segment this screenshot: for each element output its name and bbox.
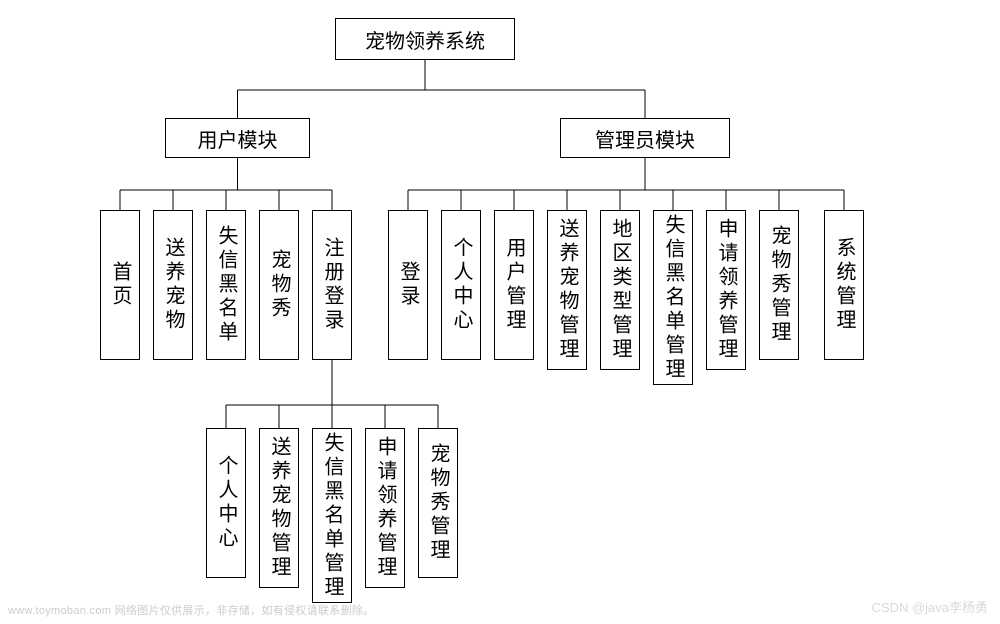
node-s5: 宠物秀管理 xyxy=(418,428,458,578)
node-label-a1: 登录 xyxy=(397,261,419,309)
node-admin: 管理员模块 xyxy=(560,118,730,158)
watermark-right: CSDN @java李杨勇 xyxy=(872,597,989,616)
node-a2: 个人中心 xyxy=(441,210,481,360)
node-u4: 宠物秀 xyxy=(259,210,299,360)
node-u1: 首页 xyxy=(100,210,140,360)
node-label-u1: 首页 xyxy=(109,261,131,309)
node-label-a5: 地区类型管理 xyxy=(609,218,631,362)
node-user: 用户模块 xyxy=(165,118,310,158)
node-label-u5: 注册登录 xyxy=(321,237,343,333)
node-u3: 失信黑名单 xyxy=(206,210,246,360)
node-label-a4: 送养宠物管理 xyxy=(556,218,578,362)
node-u5: 注册登录 xyxy=(312,210,352,360)
node-label-s4: 申请领养管理 xyxy=(374,436,396,580)
node-a1: 登录 xyxy=(388,210,428,360)
node-label-a8: 宠物秀管理 xyxy=(768,225,790,345)
node-a9: 系统管理 xyxy=(824,210,864,360)
node-label-u2: 送养宠物 xyxy=(162,237,184,333)
node-label-s5: 宠物秀管理 xyxy=(427,443,449,563)
node-a6: 失信黑名单管理 xyxy=(653,210,693,385)
node-a3: 用户管理 xyxy=(494,210,534,360)
node-label-root: 宠物领养系统 xyxy=(365,25,485,54)
node-s2: 送养宠物管理 xyxy=(259,428,299,588)
node-a4: 送养宠物管理 xyxy=(547,210,587,370)
node-s1: 个人中心 xyxy=(206,428,246,578)
node-label-a7: 申请领养管理 xyxy=(715,218,737,362)
node-root: 宠物领养系统 xyxy=(335,18,515,60)
watermark-left: www.toymoban.com 网络图片仅供展示，非存储，如有侵权请联系删除。 xyxy=(8,602,374,618)
node-u2: 送养宠物 xyxy=(153,210,193,360)
node-label-a6: 失信黑名单管理 xyxy=(662,214,684,382)
node-label-s3: 失信黑名单管理 xyxy=(321,432,343,600)
node-label-a2: 个人中心 xyxy=(450,237,472,333)
node-a5: 地区类型管理 xyxy=(600,210,640,370)
node-label-u3: 失信黑名单 xyxy=(215,225,237,345)
node-a8: 宠物秀管理 xyxy=(759,210,799,360)
node-label-u4: 宠物秀 xyxy=(268,249,290,321)
node-label-s1: 个人中心 xyxy=(215,455,237,551)
node-label-user: 用户模块 xyxy=(198,124,278,153)
node-label-a9: 系统管理 xyxy=(833,237,855,333)
node-s4: 申请领养管理 xyxy=(365,428,405,588)
node-label-a3: 用户管理 xyxy=(503,237,525,333)
node-a7: 申请领养管理 xyxy=(706,210,746,370)
node-label-admin: 管理员模块 xyxy=(595,124,695,153)
node-label-s2: 送养宠物管理 xyxy=(268,436,290,580)
node-s3: 失信黑名单管理 xyxy=(312,428,352,603)
